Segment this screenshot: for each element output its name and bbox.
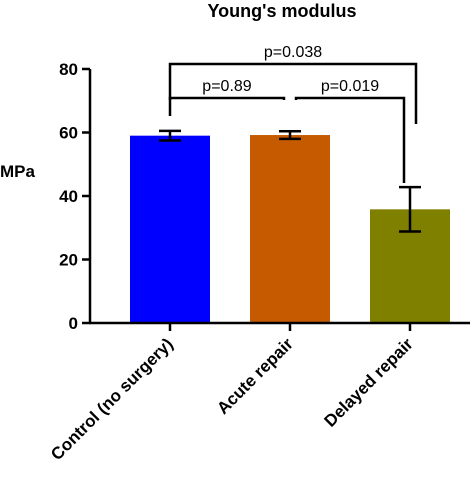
- x-category-label-1: Control (no surgery): [47, 334, 177, 464]
- p-value-label-3: p=0.019: [321, 78, 379, 95]
- bar-2: [250, 135, 330, 323]
- y-axis-label: MPa: [0, 162, 36, 181]
- p-value-label-1: p=0.038: [264, 44, 322, 61]
- y-tick-label-40: 40: [59, 187, 78, 206]
- significance-bracket-2: [168, 96, 286, 100]
- y-tick-label-0: 0: [69, 314, 78, 333]
- p-value-label-2: p=0.89: [202, 78, 251, 95]
- significance-bracket-3: [294, 96, 406, 183]
- significance-bracket-1: [168, 62, 418, 124]
- plot-area: 0 20 40 60 80 Control (no surgery) Acute repai…: [47, 44, 470, 464]
- y-tick-label-20: 20: [59, 251, 78, 270]
- x-category-label-2: Acute repair: [213, 334, 297, 418]
- bar-1: [130, 135, 210, 323]
- y-tick-label-60: 60: [59, 124, 78, 143]
- chart-title: Young's modulus: [208, 1, 357, 21]
- x-category-label-3: Delayed repair: [321, 334, 418, 431]
- y-tick-label-80: 80: [59, 60, 78, 79]
